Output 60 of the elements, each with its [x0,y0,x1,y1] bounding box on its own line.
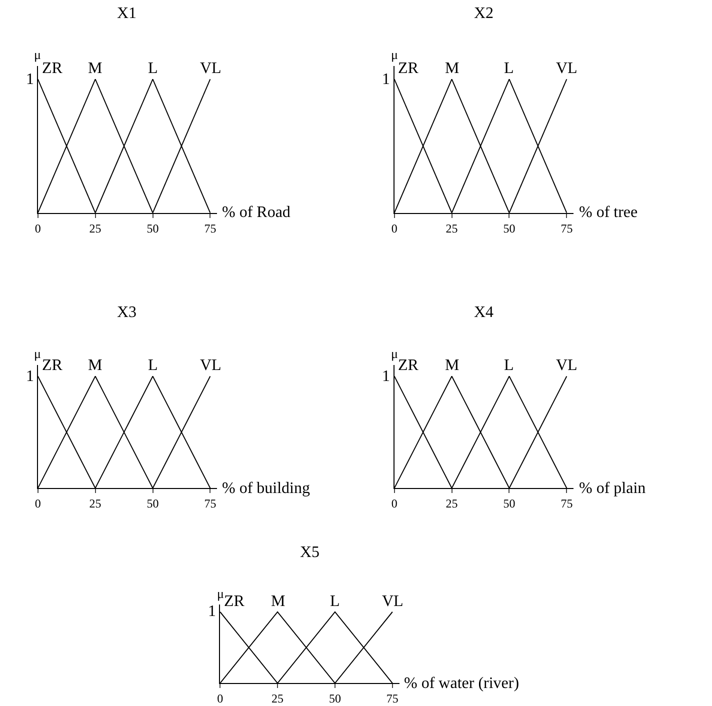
x-tick-label: 75 [560,496,573,511]
x-tick-label: 0 [391,496,398,511]
x-tick-label: 50 [503,496,516,511]
series-label: ZR [42,60,63,77]
x-axis-title: % of tree [579,204,638,221]
x-axis-title: % of plain [579,480,646,497]
x-tick-label: 75 [204,496,216,511]
x-tick-label: 75 [386,692,398,706]
y-axis-title: μ [34,346,41,361]
x-axis-title: % of building [222,480,310,497]
series-label: M [445,357,460,374]
x-tick-label: 25 [446,221,458,236]
text: 1 [382,368,390,385]
series-label: M [88,357,102,374]
series-label: L [504,60,514,77]
series-label: M [445,60,460,77]
series-label: ZR [42,357,63,374]
x-tick-label: 0 [34,221,41,236]
x-tick-label: 25 [89,221,102,236]
series-label: L [148,357,158,374]
x-tick-label: 0 [217,692,224,706]
series-label: VL [556,357,578,374]
series-label: L [148,60,158,77]
x-tick-label: 0 [34,496,41,511]
y-axis-title: μ [391,346,398,361]
series-label: ZR [224,593,245,610]
series-label: L [330,593,340,610]
series-label: VL [200,60,222,77]
series-label: L [504,357,514,374]
series-label: M [271,593,286,610]
x-tick-label: 25 [89,496,102,511]
x-tick-label: 25 [272,692,284,706]
x-tick-label: 0 [391,221,398,236]
text: 1 [208,603,216,620]
x-tick-label: 50 [146,221,159,236]
series-label: ZR [398,60,419,77]
series-label: VL [382,593,404,610]
x-axis-title: % of Road [222,204,290,221]
series-label: VL [200,357,222,374]
series-label: VL [556,60,578,77]
chart-title: X4 [474,304,494,321]
x-tick-label: 75 [560,221,573,236]
text: 1 [26,71,34,88]
text: 1 [382,71,390,88]
x-tick-label: 25 [446,496,458,511]
text: 1 [26,368,34,385]
y-axis-title: μ [34,47,41,62]
y-axis-title: μ [391,47,398,62]
x-tick-label: 75 [204,221,216,236]
x-tick-label: 50 [146,496,159,511]
chart-title: X1 [117,5,137,22]
series-label: M [88,60,102,77]
chart-title: X2 [474,5,494,22]
x-axis-title: % of water (river) [404,675,520,692]
x-tick-label: 50 [328,692,341,706]
chart-title: X3 [117,304,137,321]
series-label: ZR [398,357,419,374]
chart-title: X5 [300,544,320,561]
y-axis-title: μ [217,586,224,601]
x-tick-label: 50 [503,221,516,236]
